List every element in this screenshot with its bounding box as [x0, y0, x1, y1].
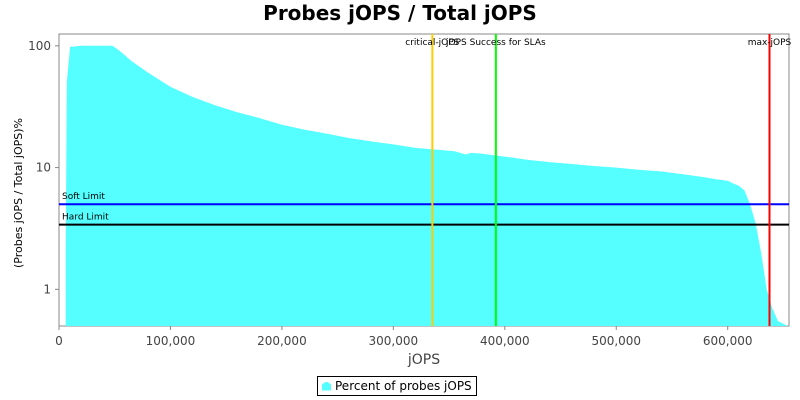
y-tick-label-1: 10 — [36, 161, 51, 175]
x-tick-label-5: 500,000 — [591, 334, 641, 348]
y-axis: 1 10 100 — [28, 39, 59, 296]
y-tick-label-0: 1 — [43, 282, 51, 296]
y-tick-label-2: 100 — [28, 39, 51, 53]
area-series-0 — [65, 45, 788, 327]
legend-swatch-icon — [322, 381, 331, 391]
limit-label-1: Hard Limit — [62, 213, 109, 223]
x-tick-label-4: 400,000 — [480, 334, 530, 348]
area-layer — [65, 45, 788, 327]
legend: Percent of probes jOPS — [317, 376, 477, 396]
x-tick-label-2: 200,000 — [257, 334, 307, 348]
y-axis-label: (Probes jOPS / Total jOPS)% — [12, 118, 25, 268]
marker-label-0: critical-jOPS — [405, 38, 459, 48]
marker-label-2: max-jOPS — [748, 38, 792, 48]
x-tick-label-6: 600,000 — [703, 334, 753, 348]
chart-title: Probes jOPS / Total jOPS — [263, 1, 537, 25]
limit-label-0: Soft Limit — [62, 192, 105, 202]
x-tick-label-1: 100,000 — [146, 334, 196, 348]
x-axis-label: jOPS — [407, 352, 440, 368]
x-tick-label-3: 300,000 — [369, 334, 419, 348]
limit-layer: Soft Limit Hard Limit — [59, 192, 789, 226]
marker-label-1: jOPS Success for SLAs — [445, 38, 546, 48]
legend-label: Percent of probes jOPS — [335, 379, 472, 393]
x-tick-label-0: 0 — [55, 334, 63, 348]
x-axis: 0 100,000 200,000 300,000 400,000 500,000 600,… — [55, 326, 753, 348]
